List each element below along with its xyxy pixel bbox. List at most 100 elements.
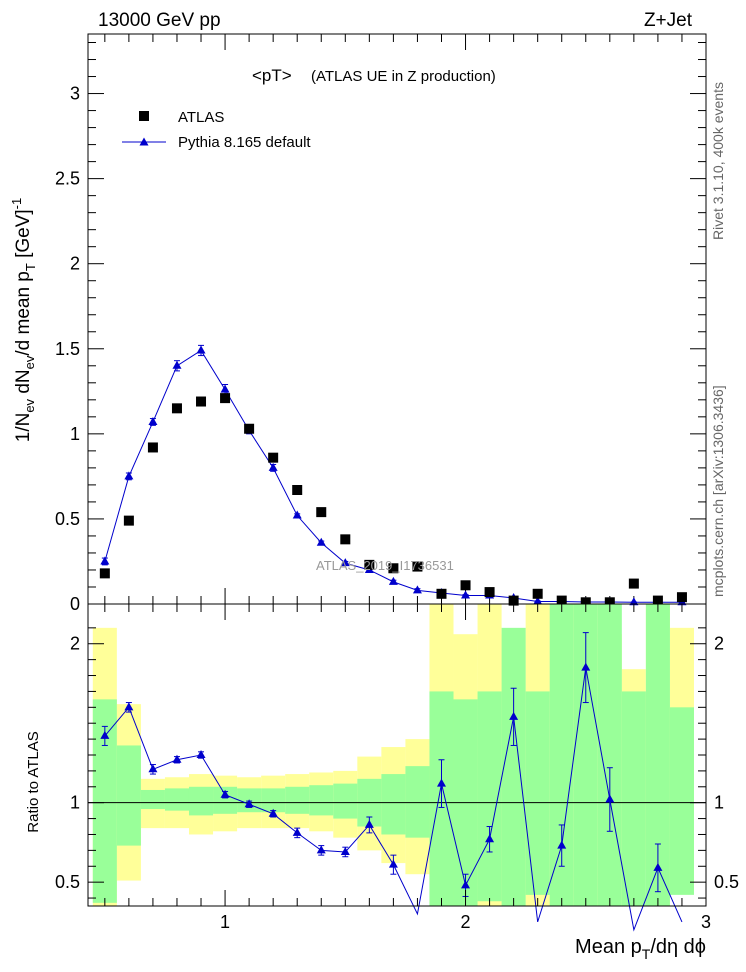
pythia-point — [533, 596, 543, 605]
atlas-point — [652, 595, 663, 606]
watermark: ATLAS_2019_I1736531 — [316, 558, 454, 573]
main-ytick-label: 2.5 — [55, 169, 80, 189]
ratio-green-band — [92, 604, 694, 906]
xtick-labels: 1 2 3 — [220, 912, 711, 932]
atlas-point — [628, 578, 639, 589]
header-left-label: 13000 GeV pp — [98, 10, 221, 31]
ratio-ytick-label: 1 — [70, 793, 80, 813]
ratio-ytick-labels-left: 0.5 1 2 — [55, 634, 80, 892]
main-subtitle: (ATLAS UE in Z production) — [311, 68, 496, 85]
ratio-ytick-label-right: 0.5 — [714, 872, 739, 892]
ratio-green-band-bin — [188, 786, 214, 816]
ratio-point — [292, 827, 302, 836]
main-ylabel: 1/Nev dNev/d mean pT [GeV]-1 — [9, 198, 38, 443]
ratio-point — [461, 880, 471, 889]
ratio-green-band-bin — [140, 789, 165, 810]
ratio-point — [340, 846, 350, 855]
atlas-point — [388, 563, 399, 574]
pythia-markers — [100, 344, 687, 606]
ratio-ytick-label-right: 2 — [714, 634, 724, 654]
pythia-point — [172, 360, 182, 369]
atlas-point — [316, 507, 327, 518]
pythia-point — [316, 537, 326, 546]
atlas-point — [556, 595, 567, 606]
pythia-point — [412, 585, 422, 594]
ratio-axis-ticks — [88, 604, 707, 906]
ratio-ytick-label: 2 — [70, 634, 80, 654]
legend-atlas-marker — [139, 111, 149, 121]
xlabel: Mean pT/dη dϕ — [575, 936, 706, 962]
ratio-green-band-bin — [405, 766, 430, 838]
ratio-point — [388, 859, 398, 868]
atlas-point — [99, 568, 110, 579]
legend-pythia-label: Pythia 8.165 default — [178, 134, 311, 151]
ratio-green-band-bin — [116, 745, 141, 846]
pythia-point — [100, 556, 110, 565]
main-ytick-label: 1.5 — [55, 339, 80, 359]
ratio-green-band-bin — [261, 788, 286, 813]
atlas-point — [412, 561, 423, 572]
main-panel: 0 0.5 1 1.5 2 2.5 3 <pT> (ATLAS UE in Z produc… — [9, 33, 707, 614]
atlas-markers — [99, 393, 687, 608]
main-ytick-label: 0.5 — [55, 509, 80, 529]
atlas-point — [580, 597, 591, 608]
main-ytick-label: 1 — [70, 424, 80, 444]
ratio-green-band-bin — [164, 788, 189, 811]
xtick-label: 2 — [461, 912, 471, 932]
ratio-green-band-bin — [309, 785, 334, 816]
rivet-side-label: Rivet 3.1.10, 400k events — [710, 82, 726, 240]
pythia-point — [292, 510, 302, 519]
legend-atlas-label: ATLAS — [178, 109, 224, 126]
ratio-green-band-bin — [381, 774, 406, 835]
atlas-point — [676, 592, 687, 603]
pythia-point — [461, 590, 471, 599]
ratio-point — [509, 711, 519, 720]
ratio-green-band-bin — [621, 691, 646, 906]
atlas-point — [196, 396, 207, 407]
xtick-label: 1 — [220, 912, 230, 932]
pythia-point — [340, 558, 350, 567]
legend-pythia-marker — [139, 137, 149, 146]
atlas-point — [340, 534, 351, 545]
header-right-label: Z+Jet — [644, 10, 693, 31]
pythia-point — [196, 345, 206, 354]
atlas-point — [220, 393, 231, 404]
atlas-point — [123, 515, 134, 526]
ratio-ytick-label-right: 1 — [714, 793, 724, 813]
main-ytick-label: 2 — [70, 254, 80, 274]
atlas-point — [171, 403, 182, 414]
main-axis-ticks — [88, 34, 707, 605]
ratio-point — [605, 794, 615, 803]
ratio-ytick-labels-right: 0.5 1 2 — [714, 634, 739, 892]
atlas-point — [244, 423, 255, 434]
ratio-point — [244, 799, 254, 808]
ratio-green-band-bin — [525, 691, 550, 895]
ratio-ytick-label: 0.5 — [55, 872, 80, 892]
ratio-panel: 0.5 1 2 0.5 1 2 1 2 3 Ratio to ATLAS Mean pT/d… — [25, 603, 739, 962]
ratio-point — [268, 808, 278, 817]
atlas-point — [460, 580, 471, 591]
pythia-point — [629, 597, 639, 606]
atlas-point — [147, 442, 158, 453]
main-ytick-labels: 0 0.5 1 1.5 2 2.5 3 — [55, 84, 80, 614]
pythia-point — [148, 416, 158, 425]
ratio-green-band-bin — [285, 786, 310, 814]
main-ytick-label: 0 — [70, 594, 80, 614]
ratio-point — [653, 862, 663, 871]
main-title: <pT> — [252, 66, 292, 85]
ratio-point — [172, 754, 182, 763]
ratio-green-band-bin — [669, 707, 694, 895]
atlas-point — [268, 452, 279, 463]
ratio-point — [124, 702, 134, 711]
ratio-point — [100, 730, 110, 739]
ratio-ylabel: Ratio to ATLAS — [25, 731, 42, 832]
ratio-point — [557, 840, 567, 849]
ratio-green-band-bin — [501, 627, 526, 906]
pythia-point — [124, 471, 134, 480]
ratio-point — [485, 834, 495, 843]
atlas-point — [364, 559, 375, 570]
ratio-point — [581, 662, 591, 671]
atlas-point — [532, 588, 543, 599]
